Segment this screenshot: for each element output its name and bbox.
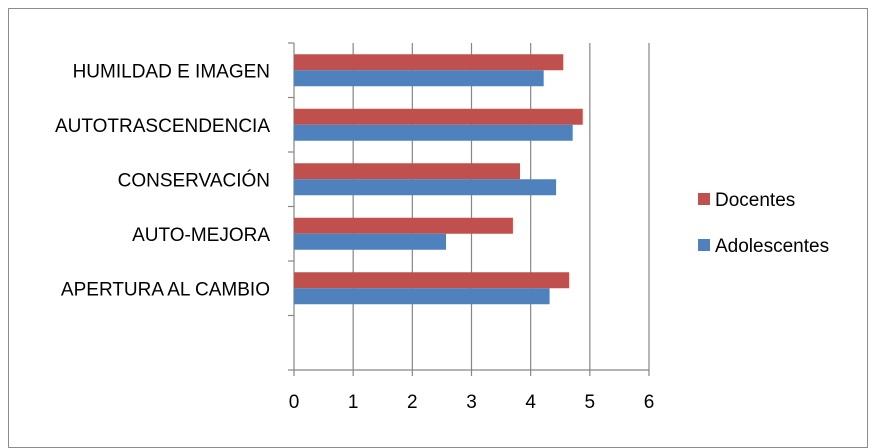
bar-adolescentes-3: [294, 124, 573, 141]
category-label-0: APERTURA AL CAMBIO: [61, 279, 270, 300]
x-tick-label-0: 0: [289, 392, 300, 413]
legend-label-adolescentes: Adolescentes: [715, 236, 829, 257]
legend-swatch-docentes: [698, 193, 710, 205]
bar-docentes-3: [294, 108, 583, 125]
bar-adolescentes-2: [294, 179, 557, 196]
bar-docentes-1: [294, 217, 513, 234]
bar-adolescentes-1: [294, 233, 447, 250]
legend-swatch-adolescentes: [698, 239, 710, 251]
x-tick-label-4: 4: [525, 392, 536, 413]
x-tick-label-1: 1: [348, 392, 359, 413]
bar-adolescentes-4: [294, 70, 544, 87]
category-label-3: AUTOTRASCENDENCIA: [55, 116, 270, 137]
category-label-2: CONSERVACIÓN: [118, 169, 270, 191]
bar-adolescentes-0: [294, 288, 550, 305]
bar-docentes-4: [294, 54, 564, 71]
legend-label-docentes: Docentes: [715, 190, 795, 211]
x-tick-label-2: 2: [407, 392, 418, 413]
horizontal-bar-chart: 0 1 2 3 4 5 6 APERTURA AL CAMBIO AUTO-MEJORA CONS…: [55, 42, 829, 413]
bar-docentes-0: [294, 272, 570, 289]
x-tick-label-6: 6: [644, 392, 655, 413]
x-tick-label-5: 5: [585, 392, 596, 413]
x-tick-label-3: 3: [466, 392, 477, 413]
category-label-1: AUTO-MEJORA: [132, 225, 270, 246]
category-label-4: HUMILDAD E IMAGEN: [73, 61, 270, 82]
bar-docentes-2: [294, 163, 521, 180]
